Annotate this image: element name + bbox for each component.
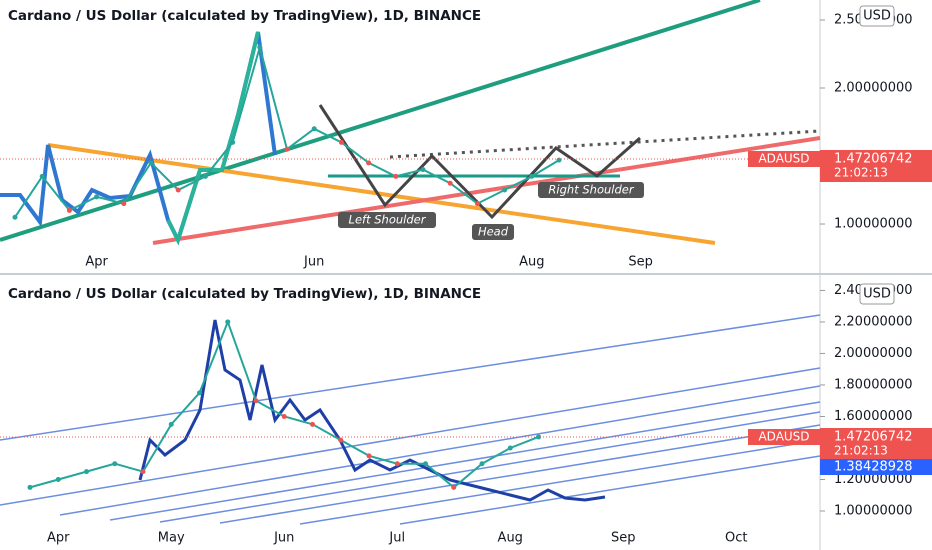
price-point [451,484,457,490]
price-point [112,461,118,467]
y-tick-label: 1.60000000 [834,409,913,424]
price-point [84,469,89,475]
price-point [393,173,399,179]
price-point [148,160,154,166]
currency-label: USD [863,9,891,24]
channel-line [109,401,821,521]
x-tick-label: Aug [519,255,544,270]
ma-badge [820,459,932,475]
currency-label: USD [863,287,891,302]
annotation-box [472,224,514,240]
price-point [121,201,127,207]
y-tick-label: 2.20000000 [834,314,913,329]
channel-line [0,314,821,441]
trend-line [47,143,716,245]
price-point [12,214,18,220]
price-point [310,421,315,427]
chart-title: Cardano / US Dollar (calculated by Tradi… [8,286,481,302]
x-tick-label: Apr [47,531,70,546]
trend-line [152,136,821,245]
price-point [338,437,344,443]
symbol-label: ADAUSD [758,430,809,444]
countdown-label: 21:02:13 [834,166,888,180]
price-point [423,461,428,467]
x-tick-label: Aug [498,531,523,546]
channel-line [59,385,821,516]
price-point [230,139,236,145]
y-tick-label: 2.00000000 [834,81,913,96]
ma-label: 1.38428928 [834,460,913,475]
price-point [394,461,400,467]
symbol-label: ADAUSD [758,152,809,166]
annotation-box [538,182,644,198]
price-point [55,476,61,482]
price-point [507,445,513,451]
price-point [202,173,208,179]
x-tick-label: Apr [85,255,108,270]
price-point [447,180,453,186]
price-point [474,201,480,207]
price-point [366,160,372,166]
price-point [556,157,562,163]
price-point [140,469,146,475]
x-tick-label: Jun [273,531,294,546]
price-point [168,421,174,427]
x-tick-label: Jun [303,255,324,270]
price-badge [820,150,932,182]
annotation: Head [478,225,509,239]
bottom-drawings [0,314,821,525]
currency-badge [859,283,895,305]
channel-line [219,424,821,524]
x-tick-label: Sep [628,255,653,270]
price-point [502,187,508,193]
channel-line [299,439,821,525]
price-point [281,413,287,419]
price-point [39,173,45,179]
channel-line [159,411,821,523]
countdown-label: 21:02:13 [834,444,888,458]
head-shoulders [318,104,641,220]
x-tick-label: Sep [611,531,636,546]
price-point [366,453,372,459]
price-point [27,484,33,490]
price-point [175,187,181,193]
y-tick-label: 2.00000000 [834,346,913,361]
channel-line [0,367,821,506]
price-point [420,167,426,173]
channel-line [399,455,821,525]
x-tick-label: May [158,531,185,546]
price-point [479,461,485,467]
symbol-badge [748,151,820,167]
y-tick-label: 1.00000000 [834,217,913,232]
chart-title: Cardano / US Dollar (calculated by Tradi… [8,8,481,24]
price-point [311,126,317,132]
currency-badge [859,5,895,27]
annotation: Right Shoulder [548,183,634,197]
price-label: 1.47206742 [834,430,913,445]
price-point [66,207,72,213]
y-tick-label: 1.80000000 [834,377,913,392]
price-badge [820,428,932,460]
price-point [225,319,231,325]
price-point [94,194,100,200]
symbol-badge [748,429,820,445]
price-point [253,398,259,404]
price-point [197,390,202,396]
annotation: Left Shoulder [349,213,427,227]
price-label: 1.47206742 [834,152,913,167]
x-tick-label: Jul [388,531,405,546]
x-tick-label: Oct [725,531,747,546]
price-point [257,44,263,50]
y-tick-label: 1.20000000 [834,472,913,487]
price-point [338,139,344,145]
price-point [536,434,541,440]
price-point [284,146,290,152]
price-point [529,173,535,179]
y-tick-label: 1.00000000 [834,503,913,518]
annotation-box [338,212,436,228]
